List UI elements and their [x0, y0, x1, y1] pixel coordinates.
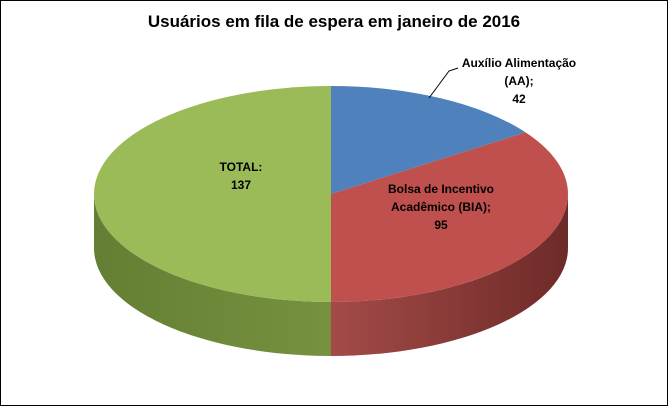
data-label-total: TOTAL: 137	[219, 160, 263, 192]
pie-slice-total-side	[94, 194, 331, 356]
label-leader-line	[428, 67, 459, 99]
chart-title: Usuários em fila de espera em janeiro de…	[147, 12, 521, 31]
data-label-aa: Auxílio Alimentação (AA); 42	[461, 56, 577, 106]
pie-slice-bia-side	[331, 194, 568, 356]
pie-slice-bia-top	[331, 132, 568, 302]
pie-slice-aa-top	[331, 86, 526, 194]
data-label-bia: Bolsa de Incentivo Acadêmico (BIA); 95	[387, 182, 495, 232]
pie-slice-total-top	[94, 86, 331, 302]
